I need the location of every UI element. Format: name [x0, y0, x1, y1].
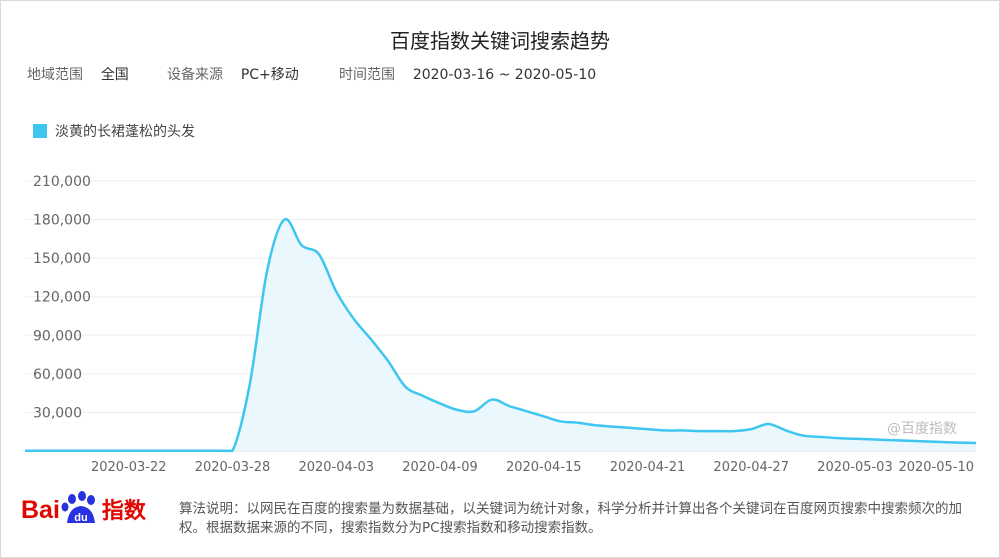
- chart-legend: 淡黄的长裙蓬松的头发: [33, 121, 195, 141]
- algorithm-note: 算法说明：以网民在百度的搜索量为数据基础，以关键词为统计对象，科学分析并计算出各…: [179, 501, 962, 536]
- meta-device-value: PC+移动: [240, 67, 299, 83]
- y-tick-label: 90,000: [33, 328, 82, 344]
- meta-region-label: 地域范围: [27, 67, 83, 83]
- legend-swatch: [33, 124, 47, 138]
- x-tick-label: 2020-03-28: [195, 460, 271, 475]
- logo-suffix-text: 指数: [101, 499, 146, 524]
- y-tick-label: 60,000: [33, 367, 82, 383]
- y-tick-label: 120,000: [33, 290, 91, 306]
- x-tick-label: 2020-04-27: [713, 460, 789, 475]
- meta-device: 设备来源 PC+移动: [167, 64, 299, 84]
- y-tick-label: 180,000: [33, 213, 91, 229]
- meta-device-label: 设备来源: [167, 67, 223, 83]
- logo-du-text: du: [74, 512, 87, 524]
- meta-region-value: 全国: [100, 67, 129, 83]
- x-tick-label: 2020-03-22: [91, 460, 167, 475]
- x-tick-label: 2020-05-03: [817, 460, 893, 475]
- x-tick-label: 2020-04-03: [298, 460, 374, 475]
- y-tick-label: 210,000: [33, 174, 91, 190]
- meta-time-label: 时间范围: [339, 67, 395, 83]
- meta-time-value: 2020-03-16 ~ 2020-05-10: [412, 67, 597, 83]
- baidu-index-logo: Bai du 指数: [21, 491, 146, 525]
- meta-region: 地域范围 全国: [27, 64, 129, 84]
- x-tick-label: 2020-04-21: [610, 460, 686, 475]
- trend-chart: 30,000 60,000 90,000 120,000 150,000 180,000 2…: [24, 174, 977, 475]
- legend-label: 淡黄的长裙蓬松的头发: [55, 124, 195, 140]
- y-tick-label: 30,000: [33, 405, 82, 421]
- page-title: 百度指数关键词搜索趋势: [390, 29, 610, 53]
- x-tick-label: 2020-04-15: [506, 460, 582, 475]
- series-area: [25, 219, 976, 451]
- watermark: @百度指数: [887, 421, 957, 437]
- series-line: [24, 217, 977, 453]
- x-tick-label: 2020-05-10: [898, 460, 974, 475]
- x-tick-label: 2020-04-09: [402, 460, 478, 475]
- y-tick-label: 150,000: [33, 251, 91, 267]
- logo-bai-text: Bai: [21, 496, 60, 524]
- paw-icon: du: [61, 491, 101, 525]
- meta-time: 时间范围 2020-03-16 ~ 2020-05-10: [339, 64, 596, 84]
